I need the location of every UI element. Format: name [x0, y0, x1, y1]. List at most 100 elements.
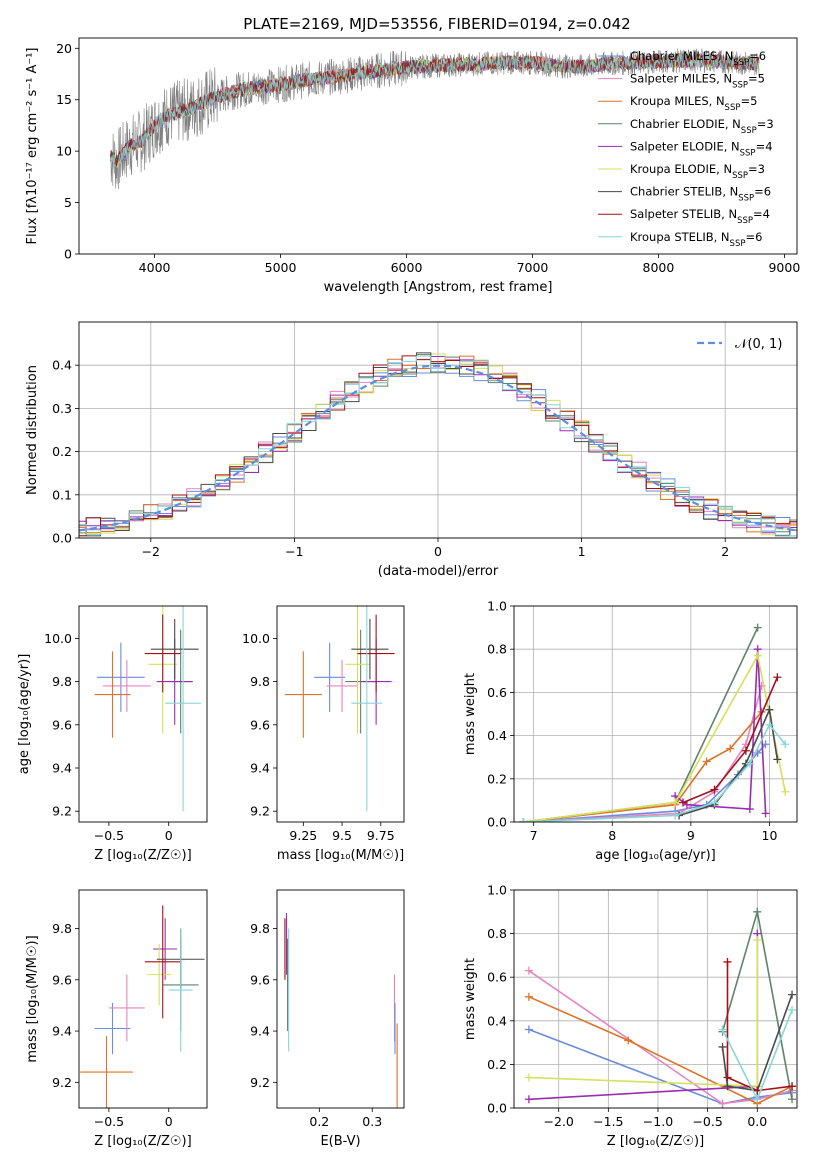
mass-weight-marker — [679, 798, 688, 807]
mass-weight-marker — [773, 673, 782, 682]
y-axis-label: mass weight — [463, 958, 478, 1040]
y-tick-label: 9.8 — [52, 674, 72, 689]
mass-weight-line — [528, 933, 759, 1101]
y-axis-label: mass [log₁₀(M/M☉)] — [25, 935, 40, 1062]
x-tick-label: 10 — [762, 828, 778, 843]
massweight-z-panel: −2.0 −1.5 −1.0 −0.5 0.0 0.0 0.2 0.4 0.6 0.8 1.0 Z [… — [463, 883, 798, 1149]
x-tick-label: 0.0 — [747, 1114, 767, 1129]
mass-weight-marker — [671, 811, 680, 820]
y-tick-label: 9.4 — [52, 761, 72, 776]
x-tick-label: 7 — [530, 828, 538, 843]
x-tick-label: −1.5 — [593, 1114, 623, 1129]
y-tick-label: 0 — [64, 247, 72, 262]
mass-weight-marker — [765, 705, 774, 714]
mass-weight-marker — [788, 1005, 797, 1014]
y-axis-label: Flux [fλ10⁻¹⁷ erg cm⁻² s⁻¹ A⁻¹] — [25, 48, 40, 245]
massweight-age-panel: 7 8 9 10 0.0 0.2 0.4 0.6 0.8 1.0 age [log₁₀(age/yr… — [463, 599, 798, 863]
mass-weight-marker — [753, 651, 762, 660]
mass-weight-marker — [745, 759, 754, 768]
ebv-mass-panel: 0.2 0.3 9.2 9.4 9.6 9.8 E(B-V) — [250, 889, 405, 1149]
mass-weight-marker — [702, 757, 711, 766]
x-axis-label: Z [log₁₀(Z/Z☉)] — [607, 1134, 704, 1149]
y-tick-label: 9.2 — [52, 804, 72, 819]
x-tick-label: −0.5 — [94, 828, 124, 843]
y-tick-label: 20 — [56, 41, 72, 56]
mass-weight-marker — [710, 798, 719, 807]
mass-weight-line — [726, 961, 793, 1092]
x-axis-label: E(B-V) — [320, 1134, 360, 1149]
x-axis-label: mass [log₁₀(M/M☉)] — [277, 848, 404, 863]
mass-weight-marker — [718, 1025, 727, 1034]
axes-frame — [276, 889, 405, 1109]
axes-frame — [513, 889, 798, 1109]
legend-entry: Chabrier STELIB, NSSP=6 — [630, 185, 771, 204]
y-axis-label: Normed distribution — [25, 365, 40, 495]
y-tick-label: 9.2 — [52, 1075, 72, 1090]
mass-weight-marker — [718, 1042, 727, 1051]
axes-frame — [78, 37, 798, 255]
plot-area — [79, 352, 797, 537]
x-tick-label: 1 — [578, 544, 586, 559]
mass-weight-line — [523, 685, 763, 822]
plot-area — [284, 606, 395, 812]
mass-weight-line — [528, 970, 793, 1105]
y-tick-label: 0.0 — [487, 1101, 507, 1116]
x-tick-label: −0.5 — [692, 1114, 722, 1129]
y-tick-label: 0.6 — [487, 970, 507, 985]
y-tick-label: 0.3 — [52, 401, 72, 416]
spectrum-panel: 4000 5000 6000 7000 8000 9000 0 5 10 15 20 waveleng… — [25, 37, 800, 295]
x-tick-label: 9 — [687, 828, 695, 843]
x-tick-label: 9.25 — [289, 828, 317, 843]
mass-weight-marker — [745, 805, 754, 814]
mass-weight-marker — [524, 966, 533, 975]
x-tick-label: −1 — [285, 544, 303, 559]
mass-weight-marker — [765, 720, 774, 729]
legend-entry: Chabrier ELODIE, NSSP=3 — [630, 117, 774, 136]
y-tick-label: 0.2 — [487, 1057, 507, 1072]
x-tick-label: −2 — [142, 544, 160, 559]
mass-weight-marker — [773, 755, 782, 764]
plot-area — [80, 905, 205, 1108]
legend-entry: Salpeter STELIB, NSSP=4 — [630, 207, 770, 226]
axes-frame — [78, 321, 798, 539]
mass-weight-marker — [524, 1025, 533, 1034]
legend-entry: Kroupa STELIB, NSSP=6 — [630, 230, 762, 249]
x-tick-label: 0 — [165, 828, 173, 843]
mass-weight-marker — [723, 957, 732, 966]
legend-entry: 𝒩(0, 1) — [735, 337, 782, 352]
x-axis-label: age [log₁₀(age/yr)] — [595, 848, 716, 863]
x-axis-label: Z [log₁₀(Z/Z☉)] — [94, 1134, 191, 1149]
mass-weight-line — [523, 743, 767, 822]
legend-entry: Kroupa MILES, NSSP=5 — [630, 94, 757, 113]
z-mass-panel: −0.5 0 9.2 9.4 9.6 9.8 Z [log₁₀(Z/Z☉)] mass [lo… — [25, 889, 208, 1149]
x-tick-label: 8 — [608, 828, 616, 843]
mass-weight-marker — [753, 1095, 762, 1104]
y-tick-label: 1.0 — [487, 883, 507, 898]
y-tick-label: 9.8 — [52, 921, 72, 936]
y-tick-label: 9.8 — [250, 921, 270, 936]
normal-reference-curve — [79, 364, 797, 532]
mass-weight-marker — [718, 1099, 727, 1108]
y-tick-label: 0.2 — [487, 771, 507, 786]
x-tick-label: 0.2 — [309, 1114, 329, 1129]
mass-weight-marker — [524, 1073, 533, 1082]
figure-title: PLATE=2169, MJD=53556, FIBERID=0194, z=0… — [243, 15, 630, 33]
legend-entry: Salpeter ELODIE, NSSP=4 — [630, 139, 773, 158]
x-tick-label: 8000 — [643, 260, 675, 275]
y-tick-label: 0.4 — [52, 358, 72, 373]
y-tick-label: 0.0 — [487, 815, 507, 830]
y-tick-label: 0.6 — [487, 685, 507, 700]
mass-weight-line — [523, 723, 786, 822]
plot-area — [524, 907, 797, 1108]
y-tick-label: 9.2 — [250, 804, 270, 819]
mass-weight-marker — [753, 907, 762, 916]
y-tick-label: 9.6 — [250, 717, 270, 732]
legend-entry: Salpeter MILES, NSSP=5 — [630, 72, 765, 91]
mass-weight-marker — [671, 798, 680, 807]
y-tick-label: 0.4 — [487, 728, 507, 743]
x-tick-label: 9000 — [768, 260, 800, 275]
y-tick-label: 9.6 — [250, 972, 270, 987]
plot-area — [519, 623, 790, 822]
mass-weight-marker — [524, 1095, 533, 1104]
plot-area — [284, 913, 398, 1108]
